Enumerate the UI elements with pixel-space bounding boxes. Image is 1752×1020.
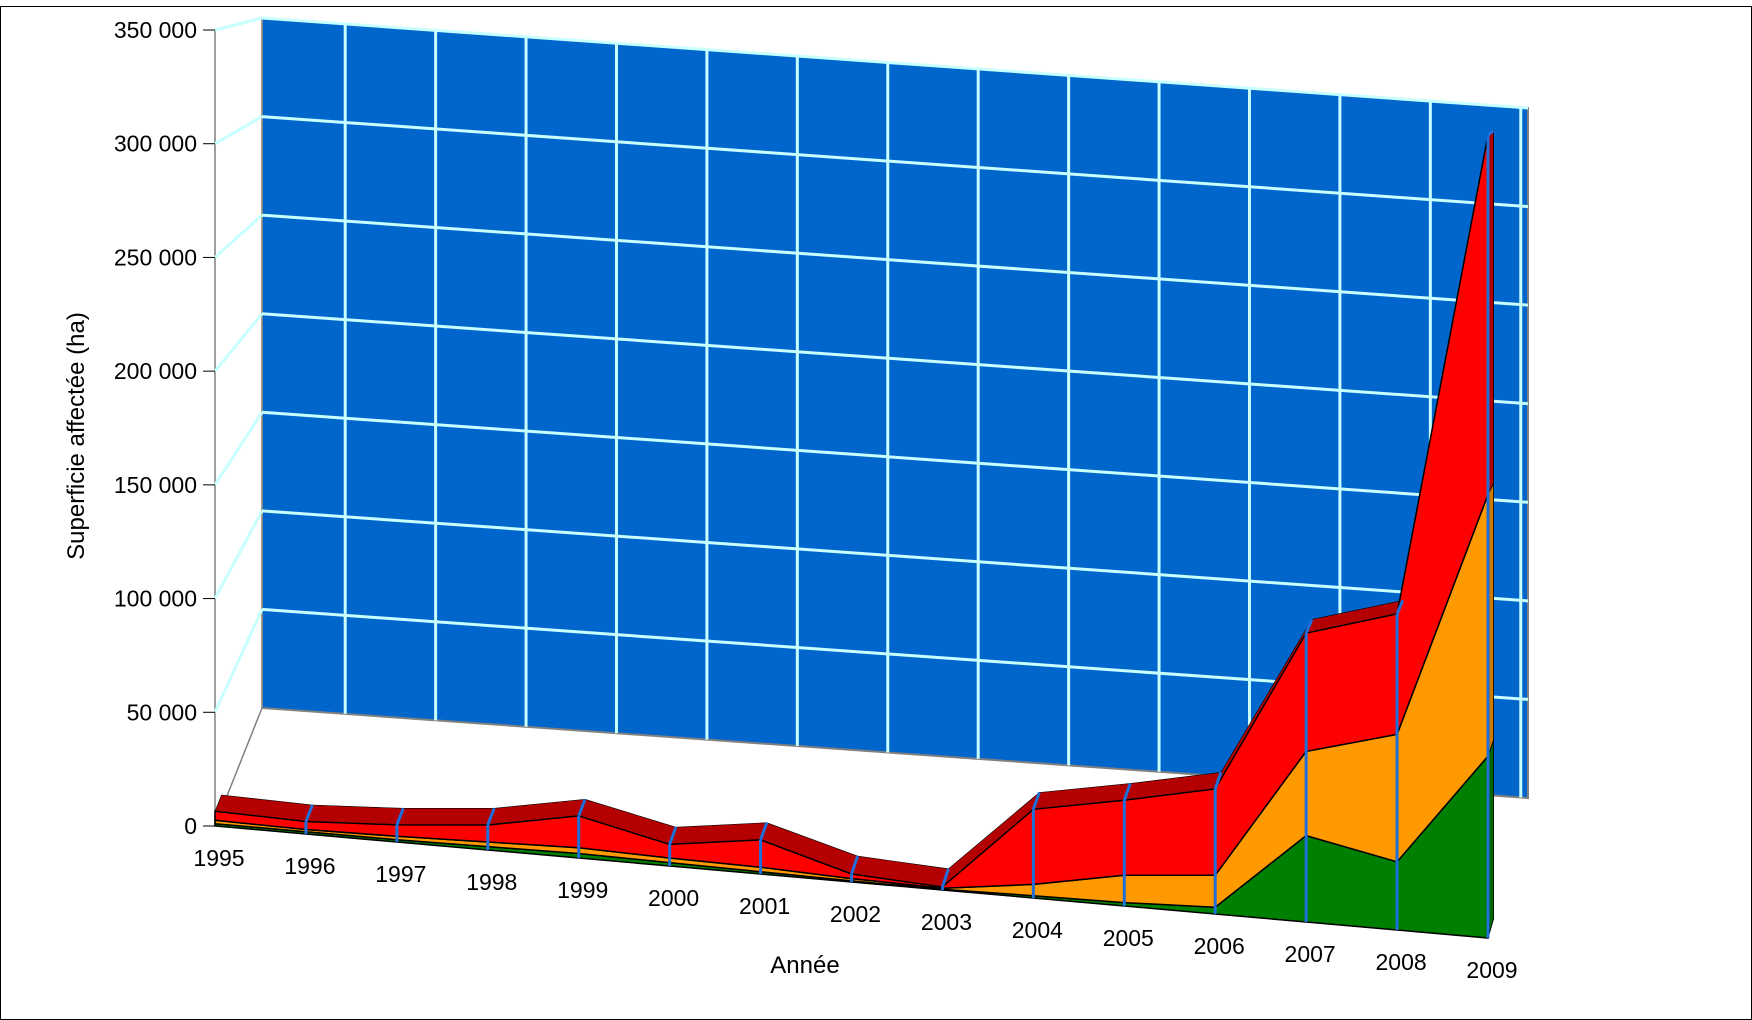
gridline-side [214,115,263,146]
x-tick-label: 1995 [193,845,244,871]
x-tick-label: 2002 [830,901,881,927]
x-tick-label: 1999 [557,877,608,903]
y-tick-label: 200 000 [114,358,197,384]
x-tick-label: 2000 [648,885,699,911]
drop-line-top [1304,618,1314,634]
x-tick-label: 1997 [375,861,426,887]
gridline-side [213,411,264,486]
y-tick-label: 300 000 [114,131,197,157]
gridline-horizontal [261,509,1529,603]
gridline-side [213,214,264,259]
drop-line-top [486,807,496,826]
gridline-horizontal [261,410,1529,504]
gridline-horizontal [261,115,1529,209]
drop-line-top [850,855,860,875]
x-tick-label: 2006 [1194,933,1245,959]
gridline-side [214,16,263,32]
drop-line-top [1031,791,1041,810]
series-3-top-face [396,807,495,826]
drop-line-top [577,798,587,817]
gridline-side [213,312,264,373]
x-tick-label: 2003 [921,909,972,935]
gridline-horizontal [261,16,1529,110]
drop-line-top [395,807,405,826]
y-tick-label: 150 000 [114,472,197,498]
drop-line-top [1487,129,1495,137]
drop-line-top [941,868,950,888]
x-tick-label: 1998 [466,869,517,895]
x-tick-label: 2009 [1466,957,1517,983]
drop-line-top [1213,771,1223,790]
drop-line-top [1395,599,1405,615]
y-tick-label: 250 000 [114,244,197,270]
gridline-horizontal [261,312,1529,406]
x-tick-label: 2004 [1012,917,1063,943]
gridline-horizontal [261,213,1529,307]
drop-line-top [304,804,314,823]
y-axis-label: Superficie affectée (ha) [63,312,90,560]
x-tick-label: 2005 [1103,925,1154,951]
gridline-side [213,608,264,713]
y-tick-label: 50 000 [127,699,197,725]
gridline-side [213,510,264,600]
drop-line-top [1122,783,1132,801]
x-tick-label: 2007 [1285,941,1336,967]
x-tick-label: 1996 [284,853,335,879]
y-tick-label: 100 000 [114,586,197,612]
x-tick-label: 2001 [739,893,790,919]
drop-line-top [668,826,678,845]
x-tick-label: 2008 [1375,949,1426,975]
drop-line-top [759,822,769,841]
y-tick-label: 0 [184,813,197,839]
x-axis-label: Année [770,952,839,979]
y-tick-label: 350 000 [114,17,197,43]
